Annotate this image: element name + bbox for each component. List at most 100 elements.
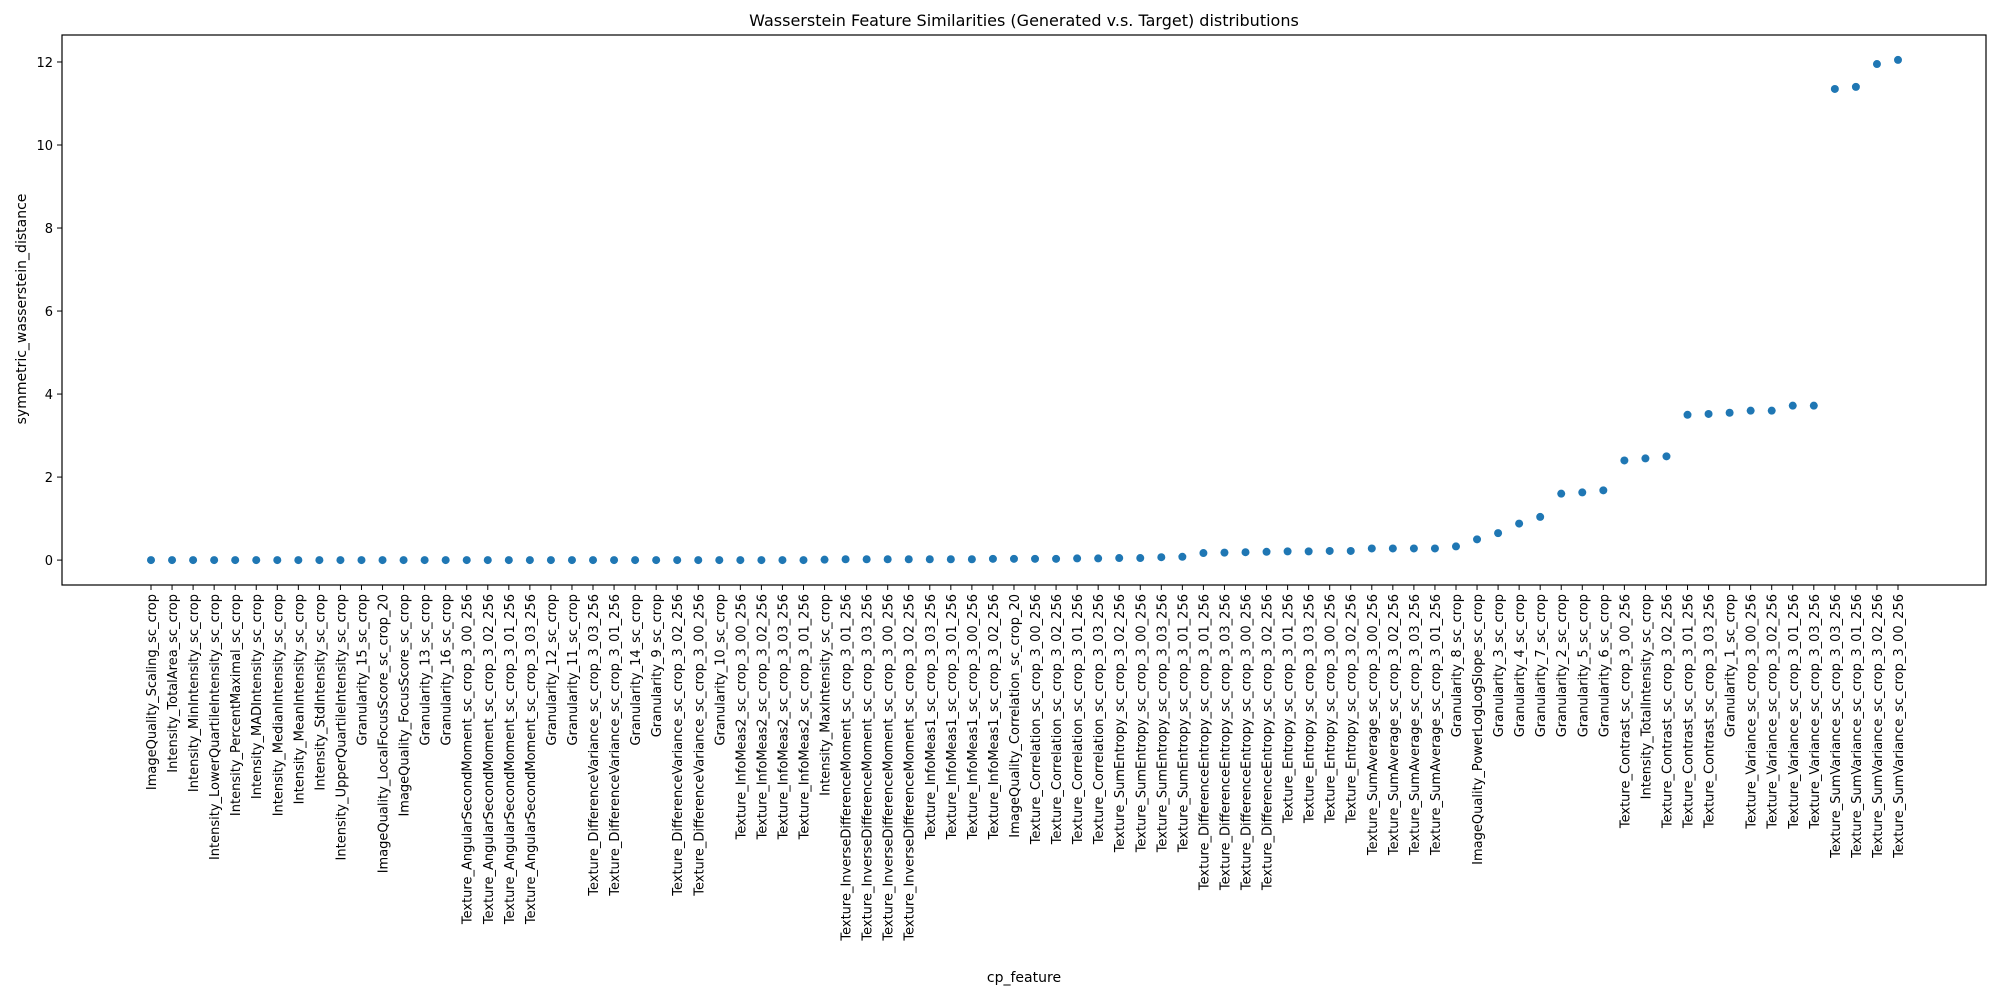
data-point [1388,544,1397,553]
data-point [1767,406,1776,415]
x-tick-label: Granularity_9_sc_crop [650,594,665,737]
x-tick-label: Texture_AngularSecondMoment_sc_crop_3_03… [524,594,539,925]
data-point [1220,548,1229,557]
x-tick-label: Texture_Variance_sc_crop_3_00_256 [1745,594,1760,830]
x-tick-label: Intensity_TotalIntensity_sc_crop [1639,594,1654,799]
data-point [841,555,850,564]
x-tick-label: Texture_DifferenceEntropy_sc_crop_3_02_2… [1261,594,1276,891]
data-point [1746,406,1755,415]
x-tick-label: Texture_SumEntropy_sc_crop_3_00_256 [1134,594,1149,853]
x-tick-label: Granularity_1_sc_crop [1724,594,1739,737]
x-tick-label: Texture_Entropy_sc_crop_3_00_256 [1324,594,1339,824]
data-point [1262,547,1271,556]
data-point [946,555,955,564]
x-tick-label: Granularity_4_sc_crop [1513,594,1528,737]
x-tick-label: Texture_InfoMeas1_sc_crop_3_03_256 [924,594,939,840]
x-tick-label: Granularity_2_sc_crop [1555,594,1570,737]
x-tick-label: Texture_InverseDifferenceMoment_sc_crop_… [882,594,897,942]
data-point [715,556,724,565]
x-tick-label: Granularity_3_sc_crop [1492,594,1507,737]
data-point [799,556,808,565]
data-point [189,556,198,565]
data-point [1367,544,1376,553]
data-point [420,556,429,565]
x-tick-label: Granularity_7_sc_crop [1534,594,1549,737]
y-tick-label: 12 [36,56,53,71]
x-tick-label: Texture_Correlation_sc_crop_3_02_256 [1050,594,1065,845]
data-point [1136,554,1145,563]
data-point [504,556,513,565]
x-tick-label: Texture_Entropy_sc_crop_3_01_256 [1282,594,1297,824]
data-point [757,556,766,565]
x-tick-label: Intensity_StdIntensity_sc_crop [313,594,328,791]
x-tick-label: Texture_InverseDifferenceMoment_sc_crop_… [840,594,855,942]
data-point [988,554,997,563]
data-point [441,556,450,565]
x-tick-label: Texture_Entropy_sc_crop_3_02_256 [1345,594,1360,824]
data-point [1515,519,1524,528]
x-tick-label: Texture_Correlation_sc_crop_3_01_256 [1071,594,1086,845]
chart-title: Wasserstein Feature Similarities (Genera… [749,11,1299,30]
x-tick-label: Texture_DifferenceEntropy_sc_crop_3_03_2… [1218,594,1233,891]
data-point [631,556,640,565]
data-point [1304,547,1313,556]
x-tick-label: Intensity_MaxIntensity_sc_crop [819,594,834,796]
x-tick-label: Texture_SumEntropy_sc_crop_3_03_256 [1155,594,1170,853]
x-tick-label: Texture_InfoMeas2_sc_crop_3_00_256 [734,594,749,840]
x-tick-label: Intensity_TotalArea_sc_crop [166,594,181,773]
x-tick-label: Texture_Contrast_sc_crop_3_03_256 [1703,594,1718,829]
data-point [1346,546,1355,555]
data-point [589,556,598,565]
x-tick-label: Texture_AngularSecondMoment_sc_crop_3_00… [461,594,476,925]
data-point [1894,55,1902,64]
x-tick-label: Granularity_14_sc_crop [629,594,644,746]
data-point [525,556,534,565]
y-tick-label: 4 [45,388,53,403]
data-point [1451,542,1460,551]
x-tick-label: Texture_Correlation_sc_crop_3_03_256 [1092,594,1107,845]
data-point [967,555,976,564]
data-point [1494,529,1503,538]
x-tick-label: Texture_AngularSecondMoment_sc_crop_3_02… [482,594,497,925]
data-point [1241,548,1250,557]
data-point [1620,456,1629,465]
data-point [483,556,492,565]
x-tick-label: Texture_Contrast_sc_crop_3_00_256 [1618,594,1633,829]
x-tick-label: Granularity_10_sc_crop [713,594,728,746]
x-tick-label: Intensity_MeanIntensity_sc_crop [292,594,307,804]
x-tick-label: Texture_SumVariance_sc_crop_3_00_256 [1892,594,1907,859]
x-tick-label: ImageQuality_PowerLogLogSlope_sc_crop [1471,594,1486,865]
x-tick-label: Texture_DifferenceVariance_sc_crop_3_01_… [608,594,623,897]
data-point [336,556,345,565]
y-axis-label: symmetric_wasserstein_distance [14,194,30,425]
x-tick-label: Texture_InverseDifferenceMoment_sc_crop_… [861,594,876,942]
data-point [315,556,324,565]
data-point [1536,512,1545,521]
x-tick-label: Texture_SumVariance_sc_crop_3_02_256 [1871,594,1886,859]
data-point [546,556,555,565]
data-point [147,556,155,565]
x-tick-label: Granularity_15_sc_crop [355,594,370,746]
x-tick-label: Granularity_6_sc_crop [1597,594,1612,737]
data-point [567,556,576,565]
y-tick-label: 10 [36,139,53,154]
data-point [1157,553,1166,562]
data-point [862,555,871,564]
data-point [1830,84,1839,93]
data-point [231,556,240,565]
x-tick-label: ImageQuality_Correlation_sc_crop_20 [1008,594,1023,838]
data-point [1094,554,1103,563]
data-point [1851,82,1860,91]
x-tick-label: ImageQuality_FocusScore_sc_crop [398,594,413,817]
x-tick-label: ImageQuality_LocalFocusScore_sc_crop_20 [377,594,392,873]
x-tick-label: Texture_SumAverage_sc_crop_3_00_256 [1366,594,1381,856]
y-tick-label: 8 [45,222,53,237]
data-point [252,556,261,565]
x-tick-label: Texture_SumAverage_sc_crop_3_01_256 [1429,594,1444,856]
data-point [357,556,366,565]
x-tick-label: Texture_SumAverage_sc_crop_3_02_256 [1387,594,1402,856]
data-point [1704,409,1713,418]
x-tick-label: Intensity_MinIntensity_sc_crop [187,594,202,792]
x-tick-label: Intensity_LowerQuartileIntensity_sc_crop [208,594,223,860]
data-point [1009,554,1018,563]
